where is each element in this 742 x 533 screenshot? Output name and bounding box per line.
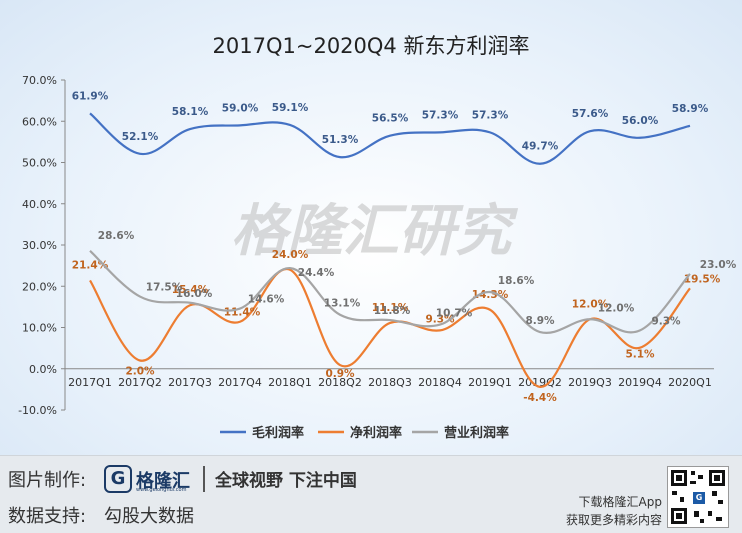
legend-label: 营业利润率 xyxy=(444,425,509,441)
data-label: 57.3% xyxy=(422,109,459,121)
data-label: 0.9% xyxy=(325,368,355,380)
download-line1: 下载格隆汇App xyxy=(562,493,662,510)
data-label: 12.0% xyxy=(598,302,635,314)
data-label: 57.3% xyxy=(472,109,509,121)
data-label: 11.8% xyxy=(374,305,411,317)
brand-url: www.gelonghui.com xyxy=(136,487,186,493)
data-support-label: 数据支持: xyxy=(8,502,86,528)
data-label: 57.6% xyxy=(572,108,609,120)
data-label: 24.4% xyxy=(298,267,335,279)
data-label: 56.5% xyxy=(372,113,409,125)
data-label: 52.1% xyxy=(122,131,159,143)
slogan: 全球视野 下注中国 xyxy=(215,466,357,491)
data-source: 勾股大数据 xyxy=(104,502,194,528)
data-label: 10.7% xyxy=(436,308,473,320)
x-tick-label: 2017Q1 xyxy=(68,376,112,389)
data-label: 5.1% xyxy=(625,349,655,361)
y-tick-label: 0.0% xyxy=(29,363,57,376)
qr-code[interactable]: G xyxy=(667,466,729,528)
data-label: -4.4% xyxy=(523,392,557,404)
y-tick-label: 40.0% xyxy=(22,198,57,211)
data-label: 24.0% xyxy=(272,249,309,261)
y-tick-label: 70.0% xyxy=(22,74,57,87)
download-line2: 获取更多精彩内容 xyxy=(548,511,662,528)
y-tick-label: 60.0% xyxy=(22,115,57,128)
x-tick-label: 2019Q3 xyxy=(568,376,612,389)
x-tick-label: 2017Q4 xyxy=(218,376,262,389)
legend-label: 毛利润率 xyxy=(252,425,304,441)
data-label: 51.3% xyxy=(322,134,359,146)
data-label: 23.0% xyxy=(700,259,737,271)
x-tick-label: 2018Q1 xyxy=(268,376,312,389)
y-tick-label: -10.0% xyxy=(18,404,57,417)
data-label: 18.6% xyxy=(498,275,535,287)
data-label: 9.3% xyxy=(651,315,681,327)
data-label: 8.9% xyxy=(525,315,555,327)
y-tick-label: 20.0% xyxy=(22,280,57,293)
data-label: 13.1% xyxy=(324,298,361,310)
data-label: 58.9% xyxy=(672,103,709,115)
data-label: 49.7% xyxy=(522,141,559,153)
data-label: 14.6% xyxy=(248,294,285,306)
qr-logo-icon: G xyxy=(692,491,706,505)
footer: 图片制作: G 格隆汇 www.gelonghui.com 全球视野 下注中国 … xyxy=(0,455,742,533)
legend-label: 净利润率 xyxy=(350,425,402,441)
line-chart: 格隆汇研究70.0%60.0%50.0%40.0%30.0%20.0%10.0%… xyxy=(0,0,742,455)
y-tick-label: 50.0% xyxy=(22,157,57,170)
x-tick-label: 2018Q4 xyxy=(418,376,462,389)
y-tick-label: 10.0% xyxy=(22,322,57,335)
data-label: 2.0% xyxy=(125,366,155,378)
x-tick-label: 2020Q1 xyxy=(668,376,712,389)
x-tick-label: 2017Q2 xyxy=(118,376,162,389)
data-label: 59.0% xyxy=(222,102,259,114)
footer-divider xyxy=(203,466,205,492)
x-tick-label: 2017Q3 xyxy=(168,376,212,389)
data-label: 58.1% xyxy=(172,106,209,118)
x-tick-label: 2019Q4 xyxy=(618,376,662,389)
y-tick-label: 30.0% xyxy=(22,239,57,252)
data-label: 59.1% xyxy=(272,102,309,114)
data-label: 28.6% xyxy=(98,230,135,242)
data-label: 16.0% xyxy=(176,288,213,300)
brand-logo: G 格隆汇 www.gelonghui.com xyxy=(104,465,194,495)
brand-g-icon: G xyxy=(104,465,132,493)
x-tick-label: 2019Q1 xyxy=(468,376,512,389)
made-by-label: 图片制作: xyxy=(8,466,86,492)
data-label: 56.0% xyxy=(622,115,659,127)
x-tick-label: 2018Q3 xyxy=(368,376,412,389)
data-label: 61.9% xyxy=(72,90,109,102)
